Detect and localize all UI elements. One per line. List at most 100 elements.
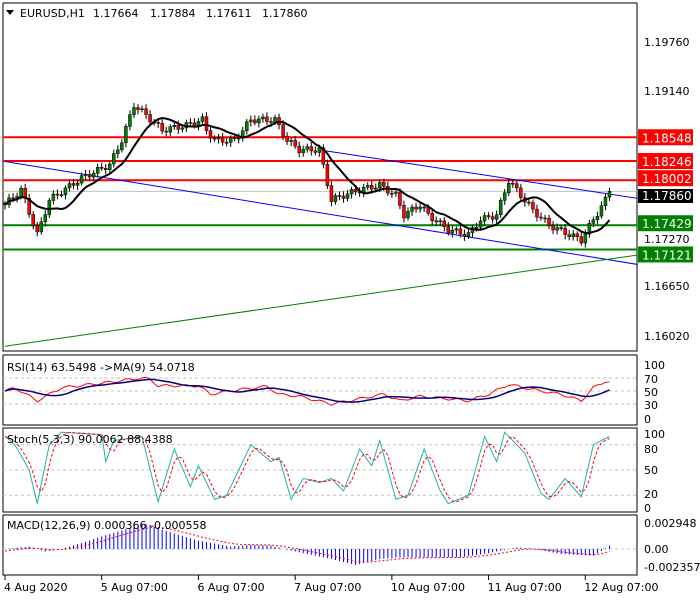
bear-candle [519,187,523,198]
price-tick: 1.19760 [644,36,690,49]
bear-candle [212,137,217,140]
bull-candle [257,118,261,124]
bear-candle [281,124,285,137]
macd-title: MACD(12,26,9) 0.000366 -0.000558 [7,519,206,532]
bear-candle [156,122,160,124]
stoch-tick: 80 [644,443,658,456]
time-label: 4 Aug 2020 [4,581,67,594]
bear-candle [204,116,209,131]
bear-candle [515,183,519,189]
bull-candle [83,174,88,176]
bear-candle [144,108,148,115]
bear-candle [575,233,580,237]
bull-candle [19,187,23,197]
bull-candle [349,189,354,195]
bull-candle [587,223,592,235]
bull-candle [607,191,612,198]
bull-candle [410,206,414,212]
bull-candle [591,219,596,224]
chart-header: EURUSD,H1 1.17664 1.17884 1.17611 1.1786… [6,7,308,20]
bull-candle [378,182,382,189]
bear-candle [434,220,438,223]
time-label: 5 Aug 07:00 [101,581,168,594]
level-tag-resistance [638,170,693,187]
bear-candle [104,168,108,170]
rsi-tick: 30 [644,399,658,412]
bull-candle [67,183,72,189]
triangle-down-icon[interactable] [6,10,14,15]
bull-candle [374,187,378,190]
bear-candle [325,163,330,186]
bear-candle [321,147,326,165]
bear-candle [563,227,567,235]
bear-candle [188,122,193,124]
level-tag-label: 1.17121 [642,248,692,262]
ohlc-open: 1.17664 [93,7,139,20]
bear-candle [559,227,563,229]
current-price-tag [638,189,693,203]
bear-candle [27,198,31,215]
bear-candle [232,137,237,140]
bear-candle [23,187,27,199]
bull-candle [494,214,499,220]
bear-candle [353,189,358,193]
bear-candle [164,130,168,133]
bull-candle [474,226,479,229]
bull-candle [196,121,201,126]
bull-candle [47,200,52,215]
bear-candle [422,206,426,209]
bear-candle [462,233,467,237]
bear-candle [269,121,273,123]
rsi-tick: 70 [644,373,658,386]
bear-candle [486,215,491,217]
bear-candle [337,195,342,197]
bear-candle [136,107,140,110]
rsi-line [4,376,610,406]
ohlc-high: 1.17884 [150,7,196,20]
time-label: 10 Aug 07:00 [391,581,465,594]
bull-candle [603,196,608,206]
bull-candle [599,205,604,217]
bear-candle [531,202,535,210]
bull-candle [498,200,503,216]
stoch-main-line [4,431,610,505]
bull-candle [365,185,370,188]
bear-candle [293,140,297,147]
bull-candle [51,193,56,201]
bull-candle [79,175,84,184]
bear-candle [253,119,257,124]
bear-candle [442,220,447,227]
bull-candle [112,153,116,165]
ohlc-low: 1.17611 [206,7,252,20]
rsi-panel[interactable] [2,354,638,426]
bull-candle [333,195,338,202]
bull-candle [466,232,471,237]
bear-candle [87,174,92,178]
time-label: 7 Aug 07:00 [294,581,361,594]
bear-candle [148,114,152,123]
time-label: 6 Aug 07:00 [197,581,264,594]
bear-candle [329,185,334,202]
level-tag-resistance [638,153,693,170]
bear-candle [369,185,374,190]
level-tag-label: 1.18002 [642,172,692,186]
bull-candle [245,121,249,132]
level-tag-support [638,215,693,232]
price-panel[interactable] [2,2,638,352]
level-tag-label: 1.18548 [642,131,692,145]
bear-candle [341,195,346,199]
bear-candle [176,125,181,130]
bear-candle [55,193,60,196]
bear-candle [527,201,531,204]
bull-candle [128,114,132,127]
bull-candle [450,229,455,234]
bull-candle [216,137,221,140]
macd-tick: 0.002948 [644,517,697,530]
trend-trendline [4,254,638,347]
bull-candle [482,215,487,222]
bear-candle [511,182,515,185]
symbol-label: EURUSD,H1 [20,7,85,20]
bear-candle [297,145,301,154]
